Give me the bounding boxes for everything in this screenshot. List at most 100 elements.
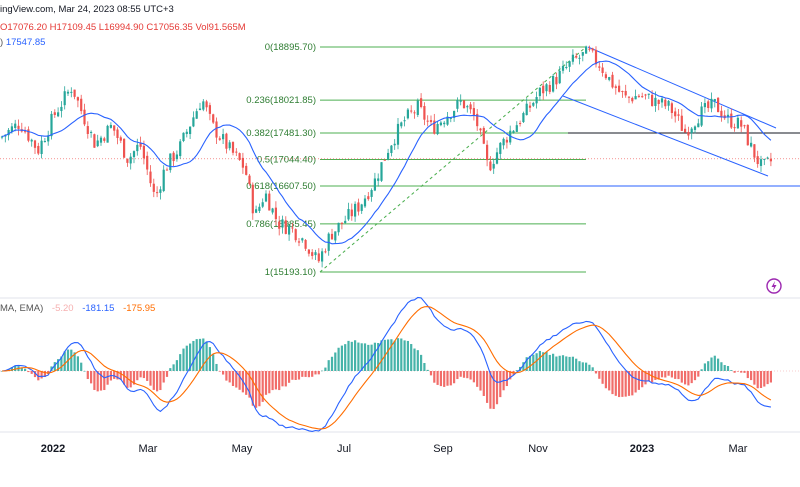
candle-body [132, 151, 136, 158]
macd-histogram-bar [674, 371, 677, 379]
macd-histogram-bar [354, 340, 357, 371]
macd-histogram-bar [505, 371, 508, 387]
candle-body [278, 221, 281, 229]
candle-body [667, 100, 670, 106]
candle-body [50, 113, 53, 137]
macd-histogram-bar [288, 371, 291, 383]
ohlc-low: L16994.90 [98, 22, 144, 33]
trend-channel[interactable] [0, 46, 800, 187]
candle-body [90, 131, 93, 133]
macd-histogram-bar [347, 340, 350, 371]
macd-histogram-bar [670, 371, 673, 378]
fibonacci-retracement[interactable]: 0(18895.70) 0.236(18021.85) 0.382(17481.30… [246, 42, 587, 278]
macd-histogram-bar [258, 371, 261, 407]
macd-histogram-bar [297, 371, 301, 380]
candle-body [429, 120, 433, 122]
macd-histogram-bar [443, 371, 446, 387]
candle-body [585, 46, 588, 54]
macd-histogram-bar [684, 371, 687, 385]
time-axis-label: 2022 [41, 443, 65, 455]
macd-line-value: -181.15 [82, 303, 115, 314]
candle-body [149, 171, 152, 184]
macd-histogram-bar [614, 371, 617, 396]
candle-body [30, 139, 33, 142]
macd-histogram-bar [456, 371, 459, 380]
candle-body [710, 98, 713, 109]
candle-body [476, 113, 479, 127]
candle-body [390, 145, 393, 154]
candle-body [116, 129, 119, 138]
macd-histogram-bar [90, 371, 93, 384]
macd-histogram-bar [591, 367, 594, 371]
candle-body [363, 198, 367, 207]
candle-body [93, 134, 96, 148]
macd-histogram-bar [492, 371, 495, 409]
candle-body [459, 100, 462, 102]
candle-body [0, 136, 4, 138]
candle-body [766, 157, 769, 159]
candle-body [707, 101, 710, 109]
macd-histogram-bar [548, 354, 551, 371]
macd-histogram-bar [80, 362, 83, 371]
macd-histogram-bar [57, 359, 60, 371]
candle-body [651, 94, 654, 106]
macd-histogram-bar [436, 371, 439, 385]
candle-body [410, 110, 413, 112]
candle-body [271, 208, 274, 213]
candle-body [693, 126, 697, 130]
candle-body [743, 125, 746, 127]
macd-histogram-bar [555, 356, 558, 371]
macd-histogram-bar [20, 367, 23, 371]
candle-body [373, 178, 376, 191]
candle-body [218, 138, 221, 140]
candle-body [528, 105, 532, 108]
candle-body [152, 183, 155, 192]
macd-histogram-bar [581, 362, 584, 371]
candle-body [301, 238, 304, 241]
candle-body [192, 117, 195, 127]
candle-body [208, 105, 211, 114]
macd-histogram-bar [575, 358, 578, 371]
macd-histogram-bar [255, 371, 258, 408]
macd-panel [0, 296, 800, 432]
macd-histogram-bar [83, 370, 86, 372]
candle-body [344, 220, 347, 223]
tradingview-logo-icon[interactable] [766, 278, 782, 294]
macd-histogram-bar [759, 371, 763, 388]
macd-histogram-bar [416, 350, 419, 371]
macd-histogram-bar [604, 371, 607, 389]
macd-histogram-bar [317, 371, 320, 375]
macd-histogram-bar [515, 370, 518, 371]
candle-body [726, 114, 730, 118]
macd-readout: MA, EMA) -5.20 -181.15 -175.95 [0, 303, 155, 314]
candle-body [545, 84, 548, 92]
macd-histogram-bar [618, 371, 621, 398]
macd-histogram-bar [387, 339, 390, 371]
candle-body [377, 178, 380, 181]
macd-histogram-bar [647, 371, 650, 382]
ohlc-close: C17056.35 [146, 22, 193, 33]
candle-body [251, 184, 254, 214]
macd-histogram-bar [307, 371, 310, 378]
candle-body [654, 97, 657, 107]
candle-body [525, 103, 528, 116]
macd-histogram-bar [212, 354, 215, 371]
macd-histogram-bar [449, 371, 452, 386]
candle-body [228, 142, 231, 149]
candle-body [238, 153, 241, 160]
candle-body [400, 122, 403, 127]
candle-body [535, 96, 538, 104]
candle-body [746, 124, 749, 146]
brand-text: ingView.com, Mar 24, 2023 08:55 UTC+3 [0, 4, 174, 15]
candle-body [769, 158, 772, 162]
macd-histogram-bar [453, 371, 456, 384]
chart-brand-title: ingView.com, Mar 24, 2023 08:55 UTC+3 [0, 4, 174, 15]
macd-histogram-bar [165, 371, 169, 377]
macd-histogram-bar [126, 371, 129, 388]
candle-body [482, 127, 485, 144]
candle-body [311, 252, 314, 256]
candles [0, 45, 772, 268]
candle-body [555, 76, 558, 85]
macd-histogram-bar [198, 338, 202, 371]
